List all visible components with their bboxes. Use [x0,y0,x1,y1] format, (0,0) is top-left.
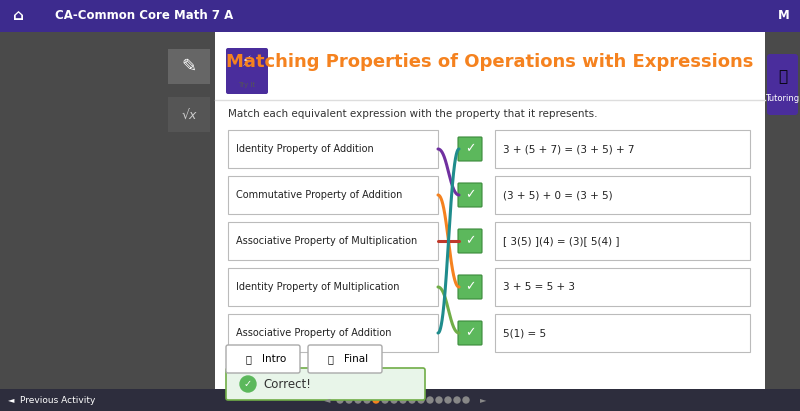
Text: Try It: Try It [238,82,256,88]
FancyBboxPatch shape [168,97,210,132]
Text: Intro: Intro [262,354,286,364]
Text: CA-Common Core Math 7 A: CA-Common Core Math 7 A [55,9,234,23]
Text: Commutative Property of Addition: Commutative Property of Addition [236,190,402,200]
Text: Identity Property of Addition: Identity Property of Addition [236,144,374,154]
FancyBboxPatch shape [226,345,300,373]
Text: 🔊: 🔊 [245,354,251,364]
FancyBboxPatch shape [458,275,482,299]
FancyBboxPatch shape [458,321,482,345]
Text: ✎: ✎ [182,58,197,76]
Text: Previous Activity: Previous Activity [20,395,95,404]
Text: Matching Properties of Operations with Expressions: Matching Properties of Operations with E… [226,53,754,71]
Circle shape [391,397,397,403]
Text: 3 + 5 = 5 + 3: 3 + 5 = 5 + 3 [503,282,575,292]
Text: Associative Property of Multiplication: Associative Property of Multiplication [236,236,418,246]
Text: 3 + (5 + 7) = (3 + 5) + 7: 3 + (5 + 7) = (3 + 5) + 7 [503,144,634,154]
FancyBboxPatch shape [228,176,438,214]
Circle shape [454,397,460,403]
Circle shape [445,397,451,403]
Circle shape [427,397,433,403]
FancyBboxPatch shape [495,222,750,260]
Text: ✓: ✓ [244,379,252,389]
FancyBboxPatch shape [226,48,268,94]
FancyBboxPatch shape [0,32,215,389]
Circle shape [418,397,424,403]
Text: 5(1) = 5: 5(1) = 5 [503,328,546,338]
FancyBboxPatch shape [458,229,482,253]
Text: (3 + 5) + 0 = (3 + 5): (3 + 5) + 0 = (3 + 5) [503,190,613,200]
FancyBboxPatch shape [767,54,798,115]
FancyBboxPatch shape [228,222,438,260]
Circle shape [240,376,256,392]
Text: M: M [778,9,790,23]
FancyBboxPatch shape [228,314,438,352]
Text: ◄: ◄ [8,395,14,404]
Text: Final: Final [344,354,368,364]
Text: 💬: 💬 [778,69,787,84]
Circle shape [400,397,406,403]
FancyBboxPatch shape [226,368,425,400]
Text: Match each equivalent expression with the property that it represents.: Match each equivalent expression with th… [228,109,598,119]
FancyBboxPatch shape [495,176,750,214]
Text: ✓: ✓ [465,143,475,155]
FancyBboxPatch shape [0,0,800,32]
Text: ⚡: ⚡ [242,55,252,69]
Text: Associative Property of Addition: Associative Property of Addition [236,328,391,338]
FancyBboxPatch shape [458,137,482,161]
Text: ⌂: ⌂ [13,9,23,23]
Text: √x: √x [182,109,197,122]
FancyBboxPatch shape [495,268,750,306]
Text: [ 3(5) ](4) = (3)[ 5(4) ]: [ 3(5) ](4) = (3)[ 5(4) ] [503,236,619,246]
Circle shape [346,397,352,403]
Text: ✓: ✓ [465,280,475,293]
FancyBboxPatch shape [765,32,800,389]
FancyBboxPatch shape [215,32,765,389]
Text: ✓: ✓ [465,326,475,339]
Text: Identity Property of Multiplication: Identity Property of Multiplication [236,282,399,292]
FancyBboxPatch shape [308,345,382,373]
Circle shape [436,397,442,403]
Text: ✓: ✓ [465,189,475,201]
Circle shape [409,397,415,403]
Circle shape [355,397,361,403]
FancyBboxPatch shape [495,314,750,352]
FancyBboxPatch shape [0,389,800,411]
Text: ◄: ◄ [323,395,330,404]
Circle shape [373,397,379,403]
FancyBboxPatch shape [495,130,750,168]
FancyBboxPatch shape [228,130,438,168]
Circle shape [364,397,370,403]
Text: ✓: ✓ [465,235,475,247]
FancyBboxPatch shape [458,183,482,207]
Circle shape [337,397,343,403]
Text: Tutoring: Tutoring [766,94,799,103]
Text: Correct!: Correct! [263,377,311,390]
FancyBboxPatch shape [228,268,438,306]
Text: 🔊: 🔊 [327,354,333,364]
Circle shape [463,397,469,403]
FancyBboxPatch shape [168,49,210,84]
Text: ►: ► [480,395,486,404]
Circle shape [382,397,388,403]
